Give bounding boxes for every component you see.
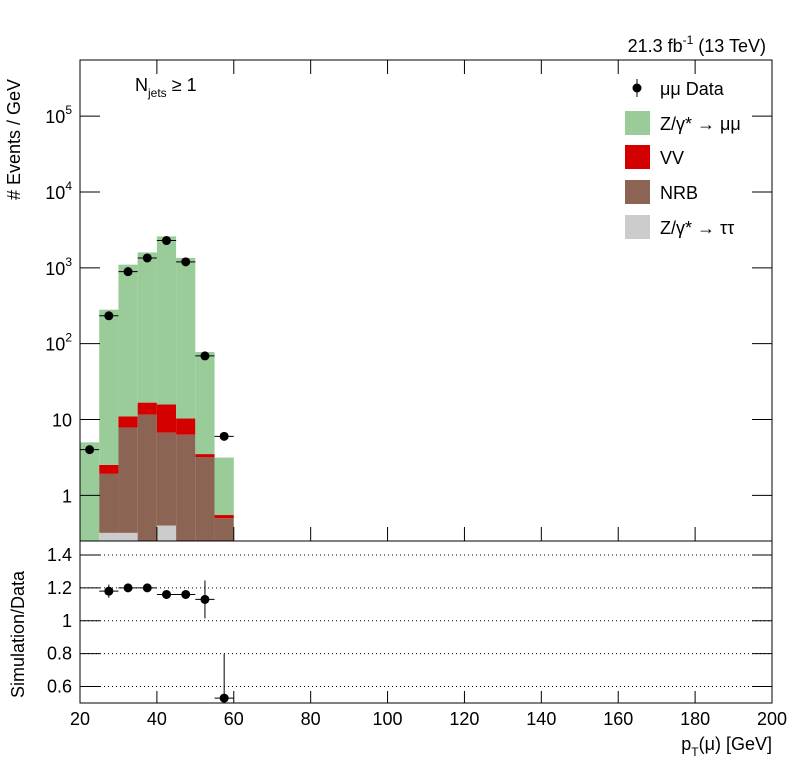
- x-axis-label: pT(μ) [GeV]: [681, 734, 772, 759]
- bar-segment: [156, 404, 177, 433]
- legend-marker: [632, 83, 642, 93]
- y-tick-label: 103: [45, 255, 72, 279]
- y-tick-label: 104: [45, 179, 72, 203]
- bar-segment: [99, 532, 119, 541]
- x-tick-label: 160: [603, 709, 633, 729]
- legend-label: Z/γ* → ττ: [660, 218, 734, 238]
- y-axis-label: Simulation/Data: [8, 570, 28, 698]
- legend-swatch: [625, 215, 650, 239]
- bar-segment: [195, 352, 215, 455]
- lumi-text: 21.3 fb: [628, 36, 683, 56]
- lumi-text: (13 TeV): [693, 36, 766, 56]
- bar-segment: [137, 402, 157, 415]
- bar-segment: [99, 464, 119, 474]
- ratio-point: [142, 583, 152, 593]
- bar-segment: [195, 454, 215, 458]
- y-tick-label: 1.4: [47, 545, 72, 565]
- x-label-sub: T: [691, 745, 699, 759]
- stack: [80, 236, 234, 541]
- y-tick-base: 10: [45, 107, 65, 127]
- x-tick-label: 80: [301, 709, 321, 729]
- lumi-sup: -1: [683, 33, 694, 47]
- data-point: [123, 267, 133, 277]
- frame: [79, 540, 773, 704]
- bar-segment: [118, 532, 138, 541]
- ratio-point: [123, 583, 133, 593]
- data-point: [200, 351, 210, 361]
- x-tick-label: 60: [224, 709, 244, 729]
- y-tick-label: 10: [52, 411, 72, 431]
- data-point: [142, 253, 152, 263]
- data-point: [219, 431, 229, 441]
- y-tick-exponent: 2: [65, 331, 72, 345]
- x-tick-label: 20: [70, 709, 90, 729]
- bar-segment: [176, 434, 196, 541]
- bar-segment: [80, 442, 100, 541]
- data-point: [85, 445, 95, 455]
- x-tick-label: 100: [373, 709, 403, 729]
- x-label-text: (μ) [GeV]: [699, 734, 772, 754]
- bar-segment: [99, 309, 119, 465]
- ratio-points: [99, 580, 234, 703]
- x-tick-label: 180: [680, 709, 710, 729]
- y-tick-base: 10: [45, 183, 65, 203]
- lumi: 21.3 fb-1 (13 TeV): [628, 33, 766, 56]
- data-points: [80, 236, 234, 455]
- annotation: Njets ≥ 1: [135, 75, 197, 100]
- bar-segment: [118, 427, 138, 533]
- ratio-point: [104, 586, 114, 596]
- data-point: [104, 311, 114, 321]
- legend-swatch: [625, 111, 650, 135]
- y-axis-label: # Events / GeV: [4, 79, 24, 200]
- x-tick-label: 140: [526, 709, 556, 729]
- y-tick-label: 105: [45, 103, 72, 127]
- legend-label: μμ Data: [660, 79, 725, 99]
- legend-label: VV: [660, 148, 684, 168]
- y-tick-label: 0.6: [47, 677, 72, 697]
- bar-segment: [118, 416, 138, 428]
- x-label-text: p: [681, 734, 691, 754]
- bar-segment: [156, 432, 177, 526]
- x-tick-label: 120: [449, 709, 479, 729]
- bar-segment: [214, 515, 234, 519]
- bar-segment: [214, 518, 234, 541]
- bar-segment: [137, 252, 157, 403]
- x-tick-label: 40: [147, 709, 167, 729]
- bar-segment: [99, 473, 119, 533]
- y-tick-exponent: 3: [65, 255, 72, 269]
- bar-segment: [118, 264, 138, 417]
- y-tick-base: 10: [45, 335, 65, 355]
- y-tick-label: 1: [62, 611, 72, 631]
- legend-label: Z/γ* → μμ: [660, 114, 741, 134]
- y-tick-label: 0.8: [47, 644, 72, 664]
- y-tick-exponent: 5: [65, 103, 72, 117]
- annotation-sub: jets: [147, 86, 167, 100]
- bar-segment: [156, 525, 177, 541]
- bar-segment: [195, 457, 215, 541]
- y-tick-label: 102: [45, 331, 72, 355]
- y-tick-label: 1.2: [47, 578, 72, 598]
- x-tick-label: 200: [757, 709, 787, 729]
- data-point: [181, 257, 191, 267]
- y-tick-label: 1: [62, 486, 72, 506]
- annotation-text: ≥ 1: [167, 75, 197, 95]
- bar-segment: [137, 414, 157, 541]
- ratio-point: [181, 589, 191, 599]
- data-point: [162, 236, 171, 246]
- bar-segment: [156, 236, 177, 405]
- ratio-point: [200, 594, 210, 604]
- legend-swatch: [625, 145, 650, 169]
- legend-swatch: [625, 180, 650, 204]
- legend-label: NRB: [660, 183, 698, 203]
- y-tick-base: 10: [45, 259, 65, 279]
- bar-segment: [214, 457, 234, 516]
- bar-segment: [176, 418, 196, 435]
- bar-segment: [176, 257, 196, 419]
- annotation-text: N: [135, 75, 148, 95]
- ratio-point: [162, 589, 171, 599]
- ratio-point: [219, 693, 229, 703]
- y-tick-exponent: 4: [65, 179, 72, 193]
